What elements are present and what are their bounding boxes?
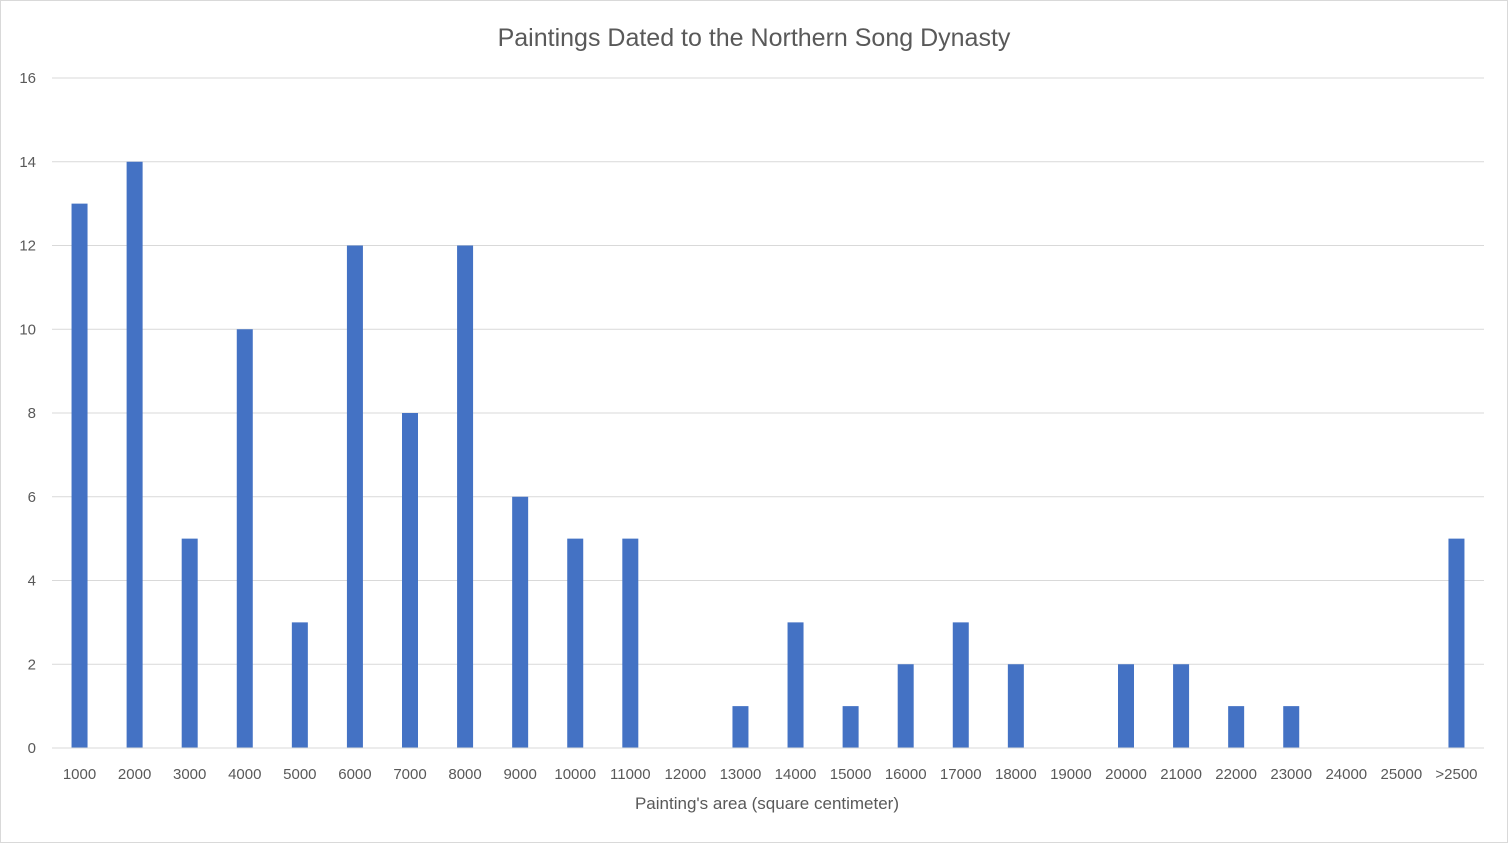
bar [622, 538, 639, 748]
x-tick-label: 20000 [1105, 766, 1147, 783]
x-tick-label: 12000 [665, 766, 707, 783]
chart-title: Paintings Dated to the Northern Song Dyn… [498, 24, 1011, 52]
x-tick-label: 24000 [1325, 766, 1367, 783]
x-tick-label: 5000 [283, 766, 316, 783]
bars [71, 161, 1465, 748]
bar [732, 706, 749, 748]
bar [1007, 664, 1024, 748]
x-tick-label: 9000 [503, 766, 536, 783]
x-tick-label: 16000 [885, 766, 927, 783]
bar [1173, 664, 1190, 748]
bar [1228, 706, 1245, 748]
y-tick-label: 16 [19, 70, 36, 87]
x-tick-label: 1000 [63, 766, 96, 783]
x-tick-label: 23000 [1270, 766, 1312, 783]
bar [402, 413, 418, 748]
bar [1283, 706, 1300, 748]
gridlines [52, 77, 1484, 665]
bar [1118, 664, 1134, 748]
y-tick-label: 2 [28, 656, 36, 673]
bar [567, 538, 584, 748]
y-tick-label: 6 [28, 489, 36, 506]
x-tick-label: 18000 [995, 766, 1037, 783]
bar [1448, 538, 1465, 748]
x-axis-ticks: 1000 2000 3000 4000 5000 6000 7000 8000 9000 1000… [63, 766, 1478, 783]
bar [952, 622, 969, 748]
x-tick-label: 14000 [775, 766, 817, 783]
y-tick-label: 12 [19, 238, 36, 255]
x-tick-label: 7000 [393, 766, 426, 783]
bar [126, 161, 143, 748]
y-axis-ticks: 0 2 4 6 8 10 12 14 16 [19, 70, 36, 757]
x-axis-label: Painting's area (square centimeter) [635, 794, 899, 813]
x-tick-label: 13000 [720, 766, 762, 783]
x-tick-label: 19000 [1050, 766, 1092, 783]
x-tick-label: 3000 [173, 766, 206, 783]
x-tick-label: >2500 [1435, 766, 1477, 783]
x-tick-label: 10000 [554, 766, 596, 783]
bar [787, 622, 804, 748]
y-tick-label: 0 [28, 740, 36, 757]
y-tick-label: 10 [19, 321, 36, 338]
x-tick-label: 25000 [1381, 766, 1423, 783]
y-tick-label: 14 [19, 154, 36, 171]
bar [512, 496, 529, 748]
y-tick-label: 4 [28, 573, 36, 590]
x-tick-label: 8000 [448, 766, 481, 783]
x-tick-label: 6000 [338, 766, 371, 783]
bar [457, 245, 474, 748]
bar [842, 706, 859, 748]
x-tick-label: 11000 [610, 766, 651, 783]
bar [346, 245, 363, 748]
bar [71, 203, 88, 748]
x-tick-label: 2000 [118, 766, 151, 783]
bar [897, 664, 914, 748]
bar [291, 622, 308, 748]
y-tick-label: 8 [28, 405, 36, 422]
x-tick-label: 17000 [940, 766, 982, 783]
bar [236, 329, 253, 748]
x-tick-label: 22000 [1215, 766, 1257, 783]
bar [181, 538, 198, 748]
x-tick-label: 21000 [1160, 766, 1202, 783]
x-tick-label: 4000 [228, 766, 261, 783]
x-tick-label: 15000 [830, 766, 872, 783]
